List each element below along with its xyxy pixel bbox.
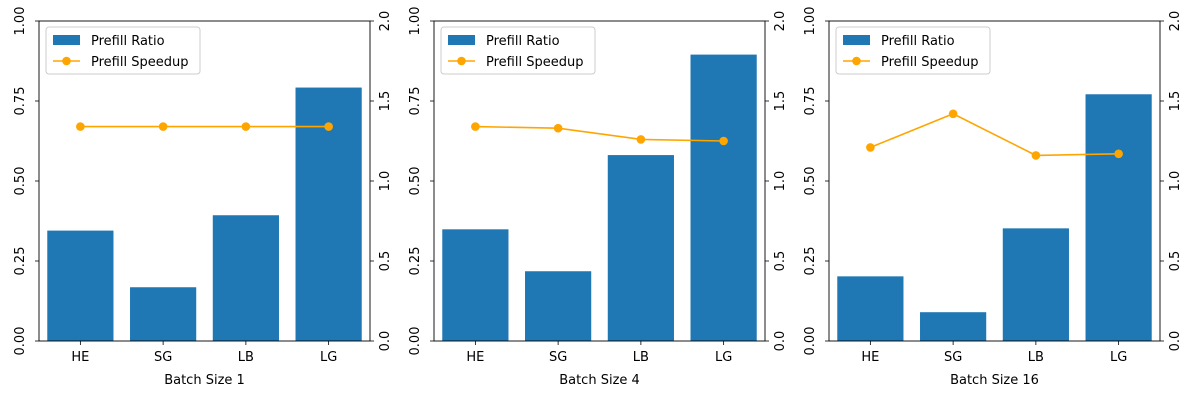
y-tick-label: 0.75 [408, 87, 423, 116]
y-tick-label: 0.00 [408, 327, 423, 356]
speedup-point [76, 122, 85, 131]
x-tick-label: HE [861, 350, 879, 365]
legend-swatch-bar [448, 35, 475, 45]
legend-label-prefill-speedup: Prefill Speedup [91, 55, 188, 70]
y-tick-label: 1.00 [408, 7, 423, 36]
legend: Prefill Ratio Prefill Speedup [440, 26, 596, 75]
bar-he [47, 230, 114, 341]
y2-tick-label: 1.5 [378, 91, 393, 112]
speedup-point [636, 135, 646, 144]
x-tick-label: LB [633, 350, 649, 365]
bar-he [837, 276, 904, 341]
x-tick-label: LB [238, 350, 254, 365]
y-tick-label: 0.25 [408, 247, 423, 276]
x-axis-label: Batch Size 16 [950, 373, 1039, 388]
x-tick-label: LG [715, 350, 732, 365]
y2-tick-label: 2.0 [378, 11, 393, 32]
legend-swatch-bar [53, 35, 80, 45]
y-tick-label: 0.75 [803, 87, 818, 116]
legend-swatch-bar [843, 35, 870, 45]
bar-sg [130, 287, 197, 341]
speedup-line [870, 112, 1119, 157]
x-tick-label: LG [1110, 350, 1127, 365]
bar-sg [525, 271, 592, 341]
speedup-point [158, 122, 168, 131]
legend: Prefill Ratio Prefill Speedup [835, 26, 991, 75]
y-tick-label: 0.50 [408, 167, 423, 196]
chart-panel: HE SG LB LG Batch Size 16 0.00 0.25 0.50 0.75 1.0… [803, 7, 1183, 388]
legend-label-prefill-ratio: Prefill Ratio [91, 34, 165, 49]
y-tick-label: 0.50 [13, 167, 28, 196]
speedup-point [324, 122, 333, 131]
bar-lb [212, 215, 279, 341]
legend-label-prefill-ratio: Prefill Ratio [486, 34, 560, 49]
legend-box [835, 26, 991, 75]
y2-tick-label: 1.0 [773, 171, 788, 192]
speedup-point [1114, 149, 1123, 159]
bar-sg [920, 312, 987, 341]
speedup-point [553, 123, 563, 133]
legend-label-prefill-ratio: Prefill Ratio [881, 34, 955, 49]
bar-lg [690, 54, 757, 341]
y2-tick-label: 1.0 [1168, 171, 1183, 192]
y2-tick-label: 1.5 [773, 91, 788, 112]
y-tick-label: 0.75 [13, 87, 28, 116]
bar-lb [607, 155, 674, 341]
y2-tick-label: 1.5 [1168, 91, 1183, 112]
x-axis-label: Batch Size 4 [559, 373, 640, 388]
legend-label-prefill-speedup: Prefill Speedup [486, 55, 583, 70]
y-tick-label: 1.00 [803, 7, 818, 36]
x-axis-label: Batch Size 1 [164, 373, 245, 388]
y-tick-label: 0.25 [13, 247, 28, 276]
y2-tick-label: 0.0 [1168, 331, 1183, 352]
y2-tick-label: 0.0 [378, 331, 393, 352]
legend-box [440, 26, 596, 75]
speedup-point [471, 122, 480, 131]
x-tick-label: HE [71, 350, 89, 365]
speedup-point [1031, 151, 1041, 160]
x-tick-label: HE [466, 350, 484, 365]
y2-tick-label: 0.5 [773, 251, 788, 272]
bar-he [442, 229, 509, 341]
y2-tick-label: 2.0 [773, 11, 788, 32]
y2-tick-label: 0.5 [378, 251, 393, 272]
y2-tick-label: 1.0 [378, 171, 393, 192]
y-tick-label: 0.25 [803, 247, 818, 276]
x-tick-label: LG [320, 350, 337, 365]
legend-box [45, 26, 201, 75]
legend-swatch-marker [62, 56, 71, 66]
bar-lg [1085, 94, 1152, 341]
y2-tick-label: 0.5 [1168, 251, 1183, 272]
speedup-point [241, 122, 251, 131]
y-tick-label: 0.50 [803, 167, 818, 196]
x-tick-label: SG [549, 350, 567, 365]
speedup-point [719, 136, 728, 146]
x-tick-label: LB [1028, 350, 1044, 365]
legend-label-prefill-speedup: Prefill Speedup [881, 55, 978, 70]
y2-tick-label: 0.0 [773, 331, 788, 352]
y-tick-label: 0.00 [13, 327, 28, 356]
legend-swatch-marker [852, 56, 861, 66]
speedup-point [866, 143, 875, 152]
y-tick-label: 1.00 [13, 7, 28, 36]
speedup-point [948, 109, 958, 119]
x-tick-label: SG [154, 350, 172, 365]
y2-tick-label: 2.0 [1168, 11, 1183, 32]
y-tick-label: 0.00 [803, 327, 818, 356]
legend-swatch-marker [457, 56, 466, 66]
legend: Prefill Ratio Prefill Speedup [45, 26, 201, 75]
bar-lb [1002, 228, 1069, 341]
x-tick-label: SG [944, 350, 962, 365]
speedup-line [475, 125, 724, 142]
